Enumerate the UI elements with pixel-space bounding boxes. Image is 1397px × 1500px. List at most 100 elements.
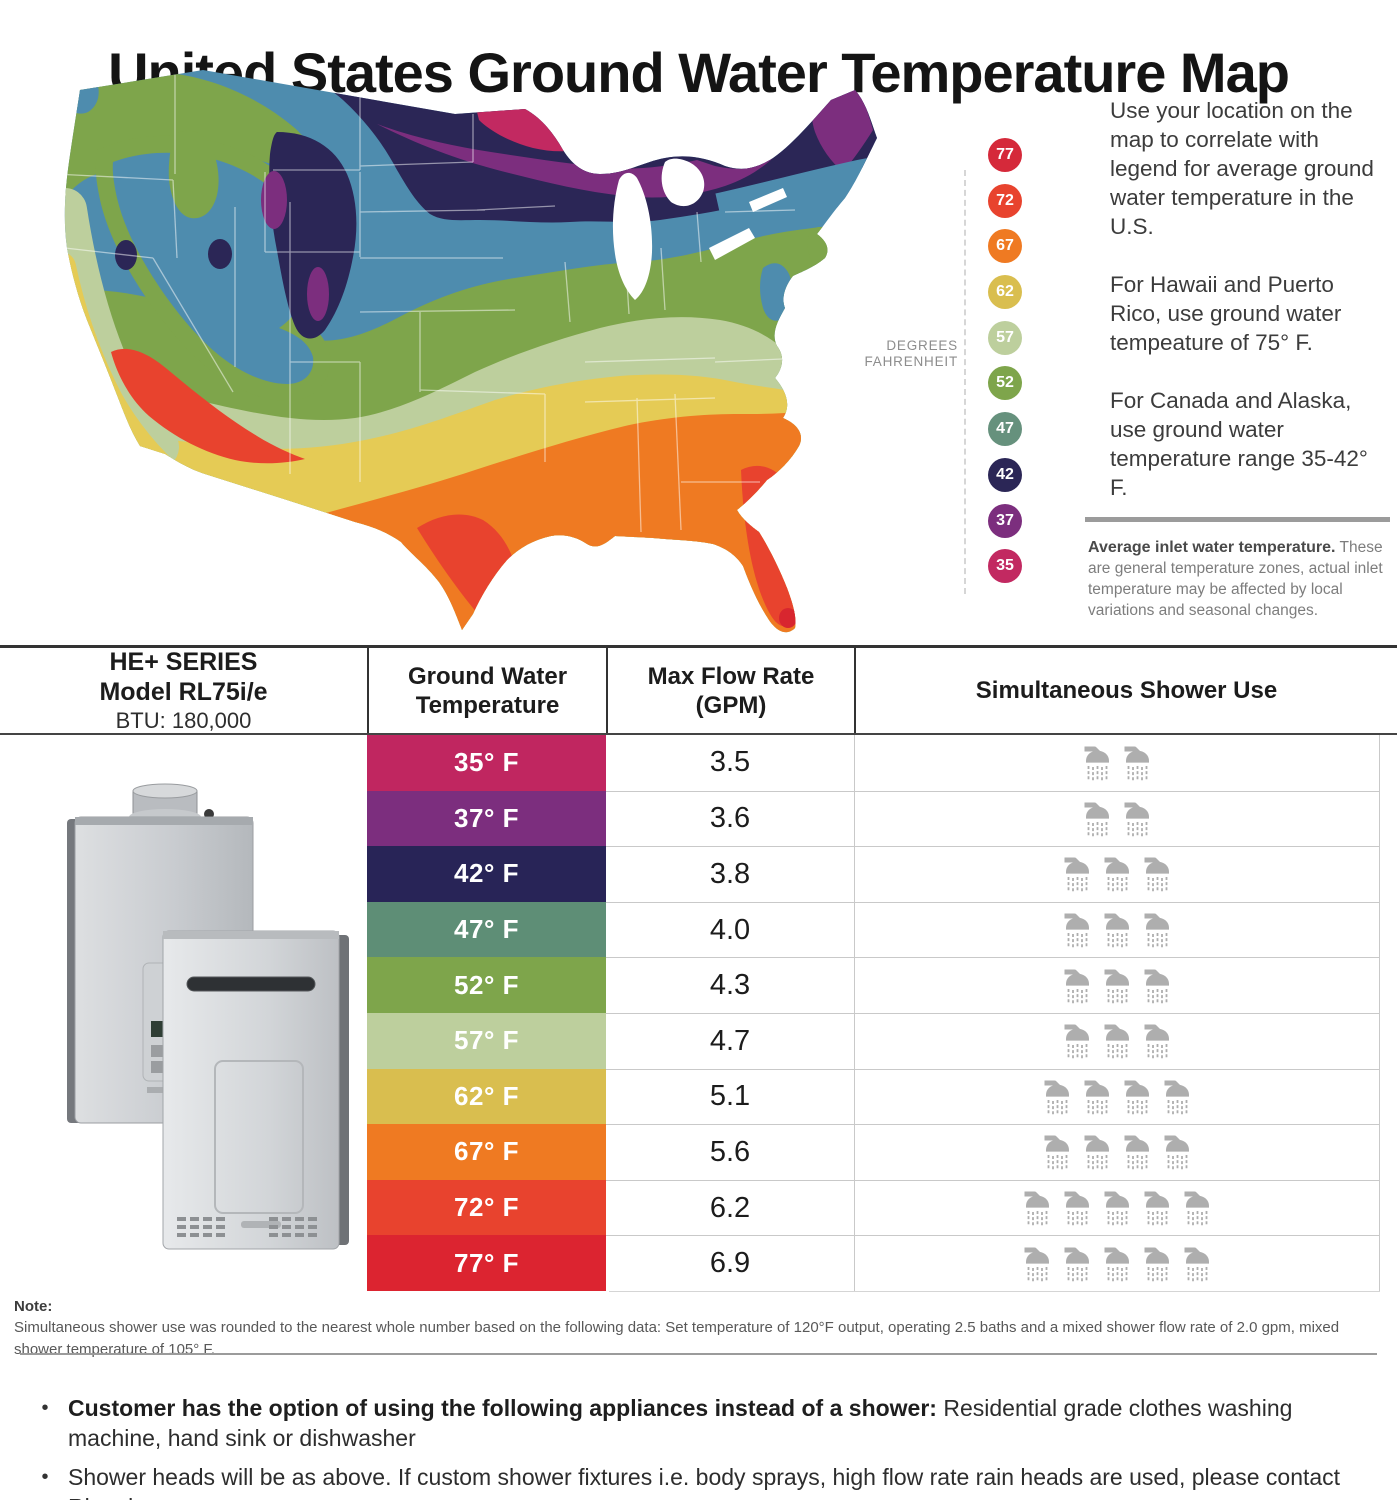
bullet-bold: Customer has the option of using the fol… — [68, 1395, 937, 1421]
bullet-item: • Customer has the option of using the f… — [22, 1393, 1382, 1453]
bullet-dot-icon: • — [41, 1397, 49, 1419]
shower-icon — [1064, 1247, 1089, 1282]
shower-icon — [1144, 969, 1169, 1004]
table-row: 37° F 3.6 — [0, 790, 1380, 847]
flow-rate-cell: 5.1 — [606, 1068, 854, 1125]
temperature-value: 67° F — [454, 1136, 519, 1167]
shower-use-cell — [854, 1179, 1380, 1236]
legend-item: 57 — [988, 320, 1022, 355]
shower-icon — [1184, 1191, 1209, 1226]
shower-icon — [1144, 913, 1169, 948]
shower-icon — [1104, 1024, 1129, 1059]
model-series: HE+ SERIES — [109, 648, 258, 676]
legend-item: 62 — [988, 275, 1022, 310]
legend-circle: 42 — [988, 457, 1022, 492]
map-info-paragraph: For Canada and Alaska, use ground water … — [1110, 388, 1368, 500]
shower-icon — [1124, 746, 1149, 781]
temperature-cell: 52° F — [367, 957, 606, 1013]
temperature-cell: 57° F — [367, 1012, 606, 1069]
temperature-legend: 77 72 67 62 57 52 47 42 37 35 — [988, 138, 1022, 584]
legend-circle: 35 — [988, 549, 1022, 584]
table-row: 77° F 6.9 — [0, 1235, 1380, 1291]
shower-icon — [1064, 1024, 1089, 1059]
shower-icon — [1164, 1080, 1189, 1115]
legend-item: 77 — [988, 138, 1022, 172]
table-bottom-border — [609, 1291, 1380, 1292]
shower-use-cell — [854, 1068, 1380, 1125]
table-row: 52° F 4.3 — [0, 957, 1380, 1013]
flow-rate-cell: 4.0 — [606, 901, 854, 958]
water-heater-product-image — [67, 783, 349, 1250]
shower-icon — [1144, 1247, 1169, 1282]
temperature-value: 57° F — [454, 1025, 519, 1056]
temperature-value: 52° F — [454, 969, 519, 1000]
legend-circle: 77 — [988, 138, 1022, 172]
table-row: 62° F 5.1 — [0, 1068, 1380, 1125]
footnote: Note: Simultaneous shower use was rounde… — [14, 1297, 1392, 1361]
shower-icon — [1084, 1135, 1109, 1170]
table-header-max-flow-rate: Max Flow Rate (GPM) — [606, 648, 854, 733]
shower-icon — [1084, 746, 1109, 781]
shower-icon — [1064, 969, 1089, 1004]
bullet-list: • Customer has the option of using the f… — [22, 1393, 1382, 1500]
temperature-cell: 37° F — [367, 790, 606, 847]
legend-circle: 67 — [988, 229, 1022, 264]
inlet-note-divider-bar — [1085, 517, 1390, 522]
shower-icon — [1104, 857, 1129, 892]
shower-icon — [1124, 802, 1149, 837]
bullet-dot-icon: • — [41, 1466, 49, 1488]
flow-rate-cell: 4.3 — [606, 957, 854, 1013]
legend-circle: 72 — [988, 183, 1022, 218]
legend-item: 37 — [988, 503, 1022, 538]
shower-icon — [1124, 1135, 1149, 1170]
map-zones — [64, 70, 878, 633]
temperature-cell: 62° F — [367, 1068, 606, 1125]
temperature-value: 77° F — [454, 1247, 519, 1278]
flow-rate-cell: 3.6 — [606, 790, 854, 847]
model-btu: BTU: 180,000 — [115, 708, 252, 733]
shower-icon — [1184, 1247, 1209, 1282]
legend-circle: 62 — [988, 275, 1022, 310]
legend-circle: 37 — [988, 503, 1022, 538]
table-body: 35° F 3.5 — [0, 735, 1380, 1291]
shower-icon — [1084, 1080, 1109, 1115]
flow-rate-cell: 4.7 — [606, 1012, 854, 1069]
table-row: 72° F 6.2 — [0, 1179, 1380, 1236]
shower-use-cell — [854, 1235, 1380, 1291]
flow-rate-value: 3.6 — [709, 802, 751, 835]
table-row: 57° F 4.7 — [0, 1012, 1380, 1069]
shower-use-cell — [854, 1012, 1380, 1069]
table-row: 47° F 4.0 — [0, 901, 1380, 958]
bottom-divider-line — [20, 1353, 1377, 1355]
legend-item: 35 — [988, 549, 1022, 584]
shower-use-cell — [854, 846, 1380, 902]
shower-icon — [1064, 1191, 1089, 1226]
table-row: 67° F 5.6 — [0, 1124, 1380, 1180]
legend-circle: 52 — [988, 366, 1022, 401]
flow-rate-value: 6.9 — [709, 1247, 751, 1280]
bullet-text: Customer has the option of using the fol… — [68, 1393, 1382, 1453]
inlet-note-title: Average inlet water temperature. — [1088, 539, 1336, 556]
flow-rate-cell: 3.8 — [606, 846, 854, 902]
flow-rate-value: 6.2 — [709, 1191, 751, 1224]
map-info-column: Use your location on the map to correlat… — [1110, 96, 1374, 531]
shower-icon — [1144, 1024, 1169, 1059]
table-row: 42° F 3.8 — [0, 846, 1380, 902]
shower-icon — [1144, 857, 1169, 892]
flow-rate-value: 4.0 — [709, 913, 751, 946]
flow-rate-value: 3.8 — [709, 857, 751, 890]
flow-rate-value: 4.3 — [709, 969, 751, 1002]
shower-icon — [1044, 1135, 1069, 1170]
table-header-simultaneous-shower-use: Simultaneous Shower Use — [854, 648, 1397, 733]
legend-item: 42 — [988, 457, 1022, 492]
legend-item: 67 — [988, 229, 1022, 264]
outdoor-unit — [162, 930, 349, 1250]
shower-icon — [1104, 913, 1129, 948]
table-header-model: HE+ SERIES Model RL75i/e BTU: 180,000 — [0, 648, 367, 733]
degrees-fahrenheit-label: DEGREES FAHRENHEIT — [864, 338, 958, 369]
temperature-cell: 77° F — [367, 1235, 606, 1291]
flow-rate-cell: 6.9 — [606, 1235, 854, 1291]
temperature-cell: 67° F — [367, 1124, 606, 1180]
temperature-cell: 47° F — [367, 901, 606, 958]
